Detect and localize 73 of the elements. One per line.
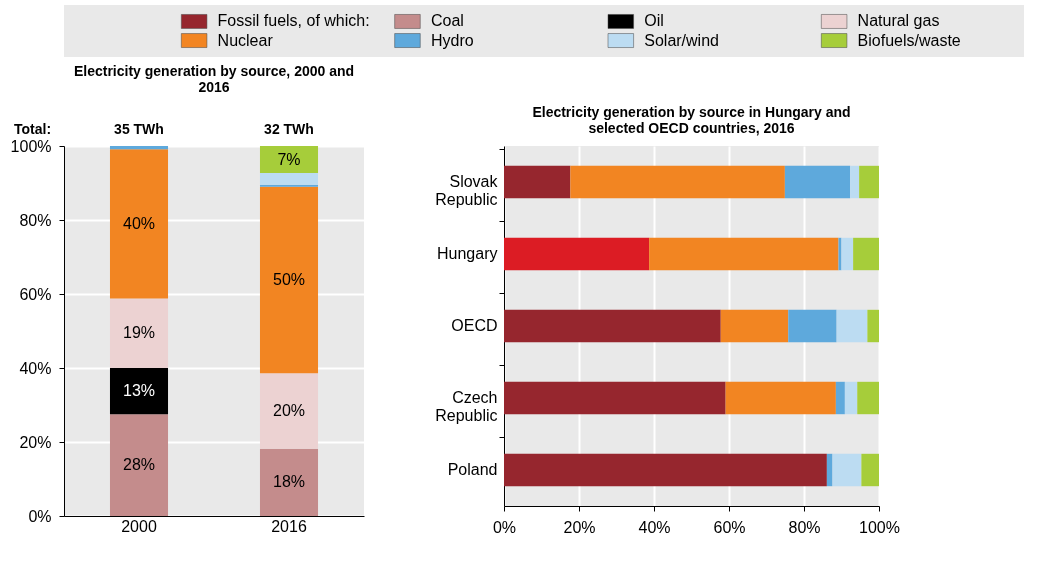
- bar: [109, 146, 169, 150]
- x-tick-label: 2000: [121, 517, 157, 535]
- x-tick-label: 2016: [271, 517, 307, 535]
- y-tick-label: Slovak Republic: [435, 173, 499, 208]
- bar: [835, 381, 845, 415]
- text: Total:: [14, 121, 52, 137]
- bar: [853, 237, 879, 271]
- legend-label: Nuclear: [217, 31, 274, 49]
- legend-label: Natural gas: [857, 12, 940, 30]
- bar: [832, 453, 862, 487]
- bar: [109, 414, 169, 516]
- bar: [859, 165, 879, 199]
- bar: [109, 368, 169, 415]
- bar: [259, 186, 319, 374]
- bar: [720, 309, 789, 343]
- data-label: 20%: [272, 401, 306, 419]
- legend-label: Hydro: [430, 31, 474, 49]
- x-tick-label: 80%: [788, 518, 821, 536]
- bar: [857, 381, 879, 415]
- bar: [784, 165, 851, 199]
- bar: [109, 298, 169, 368]
- text: 32 TWh: [264, 121, 314, 137]
- data-label: 13%: [122, 382, 156, 400]
- data-label: 18%: [272, 473, 306, 491]
- bar: [850, 165, 860, 199]
- legend-label: Coal: [430, 12, 464, 30]
- x-tick-label: 100%: [859, 518, 900, 536]
- legend-label: Fossil fuels, of which:: [217, 12, 370, 30]
- data-label: 7%: [277, 150, 301, 168]
- bar: [867, 309, 879, 343]
- bar: [259, 373, 319, 449]
- legend-label: Solar/wind: [644, 31, 719, 49]
- data-label: 19%: [122, 324, 156, 342]
- x-tick-label: 40%: [638, 518, 671, 536]
- bar: [826, 453, 833, 487]
- bar: [259, 448, 319, 516]
- y-tick-label: Poland: [447, 461, 498, 478]
- bar: [649, 237, 839, 271]
- bar: [259, 146, 319, 174]
- y-tick-label: 40%: [19, 359, 52, 377]
- bar: [504, 381, 726, 415]
- y-tick-label: OECD: [451, 317, 498, 334]
- y-tick-label: 100%: [10, 137, 52, 155]
- bar: [788, 309, 837, 343]
- bar: [838, 237, 842, 271]
- bar: [570, 165, 785, 199]
- bar: [504, 165, 571, 199]
- x-tick-label: 20%: [563, 518, 596, 536]
- bar: [861, 453, 879, 487]
- y-tick-label: 20%: [19, 433, 52, 451]
- y-tick-label: Hungary: [437, 245, 498, 262]
- data-label: 28%: [122, 456, 156, 474]
- bar: [725, 381, 836, 415]
- x-tick-label: 0%: [492, 518, 517, 536]
- chart-title: Electricity generation by source, 2000 and 2016: [73, 63, 355, 95]
- y-tick-label: Czech Republic: [435, 389, 498, 424]
- chart-title: Electricity generation by source in Hungary and selected OECD countries, 2016: [532, 104, 851, 136]
- bar: [844, 381, 858, 415]
- legend-label: Oil: [644, 12, 664, 30]
- bar: [841, 237, 854, 271]
- data-label: 50%: [272, 270, 306, 288]
- y-tick-label: 80%: [19, 211, 52, 229]
- bar: [504, 453, 827, 487]
- y-tick-label: 60%: [19, 285, 52, 303]
- data-label: 40%: [122, 214, 156, 232]
- bar: [504, 237, 650, 271]
- bar: [259, 173, 319, 185]
- bar: [109, 149, 169, 299]
- legend-label: Biofuels/waste: [857, 31, 961, 49]
- bar: [504, 309, 721, 343]
- text: 35 TWh: [114, 121, 164, 137]
- bar: [836, 309, 868, 343]
- x-tick-label: 60%: [713, 518, 746, 536]
